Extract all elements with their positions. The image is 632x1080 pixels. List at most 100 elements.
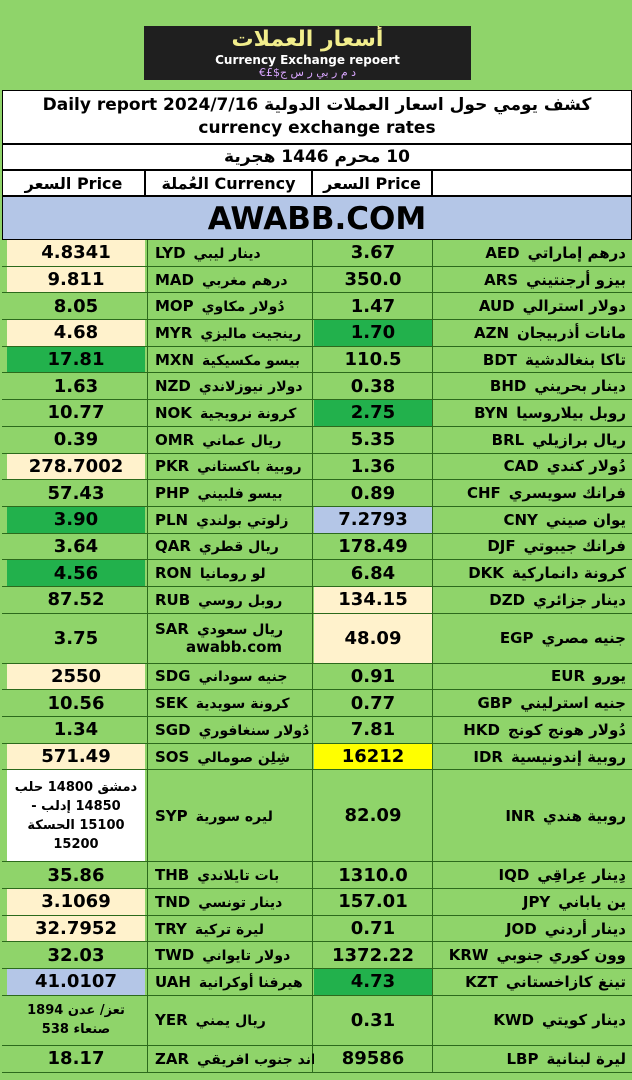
left-currency-cell: YER ريال يمني — [149, 996, 312, 1045]
left-currency-name: ريال عماني — [202, 432, 282, 449]
column-divider — [432, 506, 433, 533]
left-currency-cell: TND دينار تونسي — [149, 889, 312, 915]
right-currency-name: ريال برازيلي — [532, 430, 626, 449]
left-currency-name: بيسو مكسيكية — [202, 352, 301, 369]
site-banner[interactable]: AWABB.COM — [2, 196, 632, 240]
right-currency-cell: EGP جنيه مصري — [434, 614, 630, 663]
column-divider — [147, 480, 148, 506]
left-currency-code: TWD — [155, 946, 195, 965]
right-currency-name: درهم إماراتي — [527, 243, 626, 262]
column-divider — [147, 969, 148, 995]
left-price-cell: 571.49 — [7, 743, 145, 770]
left-currency-cell: TRY ليرة تركية — [149, 916, 312, 942]
column-divider — [147, 663, 148, 690]
header-currency: العُملة Currency — [145, 170, 312, 196]
table-row: 9.811 MAD درهم مغربي 350.0 ARS بيزو أرجنتيني — [2, 266, 632, 294]
right-currency-cell: LBP ليرة لبنانية — [434, 1046, 630, 1072]
column-divider — [432, 717, 433, 743]
right-price-cell: 178.49 — [314, 533, 432, 560]
column-divider — [312, 426, 313, 453]
right-price-cell: 7.2793 — [314, 506, 432, 533]
right-currency-cell: JPY ين ياباني — [434, 889, 630, 915]
left-currency-code: THB — [155, 866, 190, 885]
column-divider — [432, 560, 433, 586]
right-price-cell: 157.01 — [314, 889, 432, 915]
column-divider — [432, 862, 433, 889]
column-divider — [312, 320, 313, 346]
left-currency-cell: RON لو رومانيا — [149, 560, 312, 586]
column-divider — [432, 770, 433, 862]
left-currency-cell: PHP بيسو فلبيني — [149, 480, 312, 506]
right-currency-cell: AZN مانات أذربيجان — [434, 320, 630, 346]
column-divider — [312, 942, 313, 969]
right-currency-code: GBP — [477, 694, 513, 713]
left-price-cell: 4.8341 — [7, 240, 145, 266]
right-currency-name: مانات أذربيجان — [517, 323, 626, 342]
table-row: 87.52 RUB روبل روسي 134.15 DZD دينار جزائري — [2, 586, 632, 614]
left-currency-cell: RUB روبل روسي — [149, 587, 312, 613]
column-divider — [432, 533, 433, 560]
right-currency-cell: CAD دُولار كندي — [434, 454, 630, 480]
report-title-line1: كشف يومي حول اسعار العملات الدولية Daily… — [42, 95, 592, 115]
left-currency-code: MYR — [155, 323, 193, 342]
right-currency-cell: DJF فرانك جيبوتي — [434, 534, 630, 560]
column-divider — [312, 915, 313, 942]
left-currency-label: RON لو رومانيا — [155, 564, 266, 582]
left-price-cell: 3.64 — [7, 533, 145, 560]
left-currency-extra[interactable]: awabb.com — [185, 638, 283, 657]
right-currency-name: جنيه استرليني — [520, 694, 626, 713]
column-divider — [432, 969, 433, 995]
right-currency-code: EGP — [499, 629, 534, 648]
left-price-cell: 0.39 — [7, 426, 145, 453]
left-price-cell: 3.75 — [7, 613, 145, 663]
right-currency-cell: BDT تاكا بنغالدشية — [434, 347, 630, 373]
right-currency-code: KWD — [493, 1011, 534, 1030]
right-currency-name: ليرة لبنانية — [546, 1049, 626, 1068]
column-divider — [147, 889, 148, 915]
left-price-cell: 9.811 — [7, 266, 145, 293]
left-currency-name: دُولار سنغافوري — [198, 722, 310, 739]
right-currency-code: EUR — [551, 667, 585, 686]
left-price-cell: 32.7952 — [7, 915, 145, 942]
left-currency-name: درهم مغربي — [202, 272, 288, 289]
right-price-cell: 82.09 — [314, 770, 432, 862]
left-price-cell: 41.0107 — [7, 969, 145, 995]
left-currency-label: NOK كرونة نرويجية — [155, 404, 296, 422]
left-currency-code: RON — [155, 564, 192, 583]
table-row: 3.75 SAR ريال سعودي awabb.com 48.09 EGP جنيه م… — [2, 613, 632, 664]
left-currency-code: LYD — [155, 243, 186, 262]
right-currency-code: IQD — [498, 866, 530, 885]
right-currency-cell: CNY يوان صيني — [434, 507, 630, 533]
right-currency-cell: DKK كرونة دانماركية — [434, 560, 630, 586]
right-currency-code: IDR — [473, 747, 503, 766]
right-currency-code: CHF — [466, 484, 501, 503]
left-currency-code: UAH — [155, 972, 191, 991]
left-currency-label: THB بات تايلاندي — [155, 866, 279, 884]
column-divider — [432, 346, 433, 373]
right-currency-name: دينار كويتي — [541, 1011, 626, 1030]
column-divider — [147, 373, 148, 400]
right-price-cell: 1.36 — [314, 453, 432, 480]
left-currency-cell: ZAR راند جنوب افريقي — [149, 1046, 324, 1072]
column-divider — [432, 915, 433, 942]
left-currency-code: NZD — [155, 377, 191, 396]
left-price-cell: 8.05 — [7, 293, 145, 320]
left-price-cell: 3.1069 — [7, 889, 145, 915]
left-currency-name: ريال سعودي — [196, 622, 284, 639]
left-price-cell: 1.63 — [7, 373, 145, 400]
left-currency-cell: QAR ريال قطري — [149, 534, 312, 560]
right-currency-name: تاكا بنغالدشية — [525, 350, 626, 369]
left-currency-label: TWD دولار تايواني — [155, 946, 290, 964]
left-currency-name: دينار ليبي — [193, 245, 261, 262]
right-currency-cell: BHD دينار بحريني — [434, 373, 630, 399]
column-divider — [312, 506, 313, 533]
left-price-cell: 17.81 — [7, 346, 145, 373]
column-divider — [147, 586, 148, 613]
table-row: 32.03 TWD دولار تايواني 1372.22 KRW وون كوري … — [2, 942, 632, 970]
right-price-cell: 16212 — [314, 743, 432, 770]
column-divider — [432, 373, 433, 400]
table-row: 4.8341 LYD دينار ليبي 3.67 AED درهم إماراتي — [2, 240, 632, 267]
right-price-cell: 6.84 — [314, 560, 432, 586]
column-divider — [432, 586, 433, 613]
